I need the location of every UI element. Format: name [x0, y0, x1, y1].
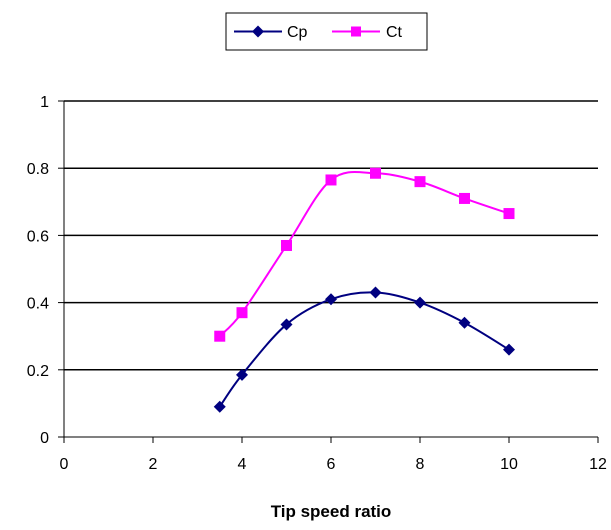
x-tick-label: 2 [149, 456, 158, 473]
data-point-ct [281, 239, 292, 251]
series-line-ct [219, 170, 510, 337]
y-tick-labels: 0 0.2 0.4 0.6 0.8 1 [27, 94, 49, 447]
x-tick-label: 10 [500, 456, 518, 473]
data-point-ct [370, 167, 381, 179]
legend-label-cp: Cp [287, 24, 308, 41]
x-tick-labels: 0 2 4 6 8 10 12 [60, 456, 607, 473]
x-tick-label: 0 [60, 456, 69, 473]
data-point-cp [369, 286, 382, 299]
data-point-cp [414, 296, 426, 309]
legend-label-ct: Ct [386, 24, 403, 41]
data-point-ct [214, 330, 226, 342]
legend: Cp Ct [225, 12, 428, 51]
gridlines [64, 100, 598, 371]
y-tick-label: 1 [40, 94, 49, 111]
x-tick-label: 12 [589, 456, 607, 473]
data-point-cp [280, 318, 293, 331]
x-axis-label: Tip speed ratio [271, 502, 392, 521]
y-tick-label: 0.2 [27, 363, 49, 380]
data-point-ct [236, 307, 248, 319]
data-point-ct [325, 174, 337, 186]
y-tick-label: 0.8 [27, 161, 49, 178]
data-point-cp [236, 368, 248, 381]
x-tick-label: 8 [416, 456, 425, 473]
x-tick-label: 6 [327, 456, 336, 473]
series-group [213, 167, 515, 413]
y-tick-label: 0.4 [27, 296, 49, 313]
data-point-ct [414, 176, 426, 188]
x-tick-label: 4 [238, 456, 247, 473]
legend-marker-ct [351, 26, 361, 37]
y-tick-label: 0 [40, 430, 49, 447]
data-point-ct [503, 208, 515, 220]
data-point-cp [458, 316, 471, 329]
legend-marker-cp [252, 25, 264, 38]
data-point-cp [213, 400, 226, 413]
series-line-cp [218, 291, 510, 408]
data-point-ct [459, 192, 470, 204]
axes [58, 100, 599, 443]
data-point-cp [325, 293, 337, 306]
y-tick-label: 0.6 [27, 228, 49, 245]
data-point-cp [503, 343, 515, 356]
